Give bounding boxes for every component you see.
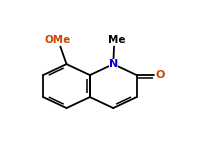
Text: N: N bbox=[109, 59, 118, 69]
Text: Me: Me bbox=[108, 35, 125, 45]
Text: O: O bbox=[156, 70, 165, 80]
Text: OMe: OMe bbox=[45, 35, 71, 45]
